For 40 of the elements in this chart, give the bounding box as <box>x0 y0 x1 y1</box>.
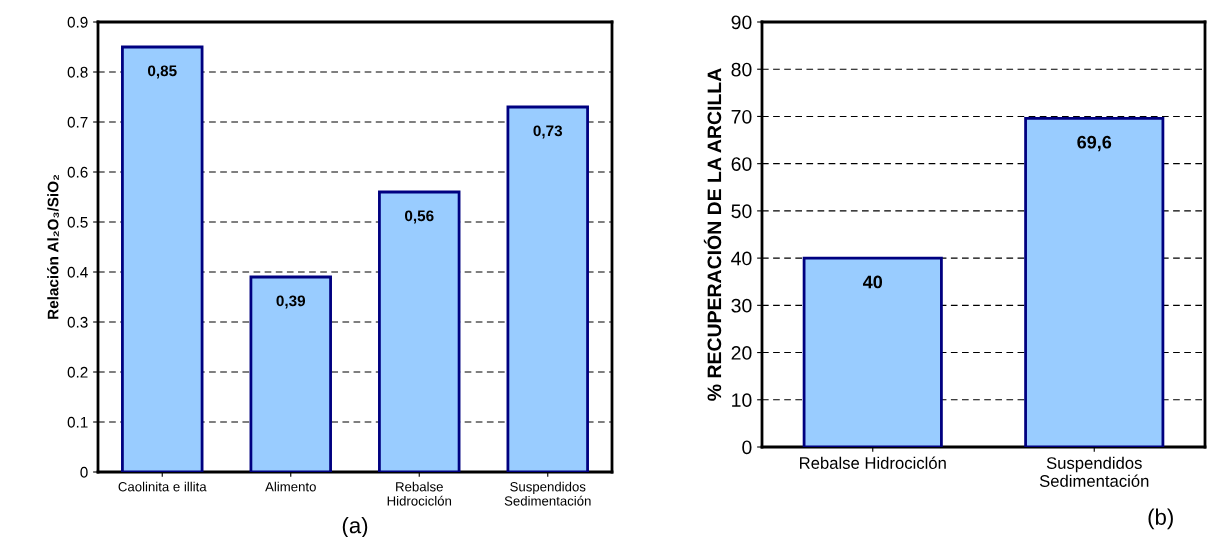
bar <box>506 105 589 472</box>
bar <box>121 45 204 472</box>
y-axis-title: % RECUPERACIÓN DE LA ARCILLA <box>703 68 722 401</box>
y-tick-label: 70 <box>731 109 752 124</box>
y-tick-label: 0 <box>80 466 88 478</box>
x-tick-label: Suspendidos Sedimentación <box>1039 456 1149 487</box>
y-tick-label: 0.1 <box>67 416 88 428</box>
y-tick-label: 10 <box>732 393 752 408</box>
y-tick-label: 80 <box>731 62 752 77</box>
data-label: 0,39 <box>276 295 306 309</box>
x-tick-label: Caolinita e illita <box>118 481 207 492</box>
y-tick-label: 30 <box>731 298 752 313</box>
x-tick-label: Alimento <box>265 481 316 492</box>
x-tick-label: Rebalse Hidrociclón <box>800 456 946 469</box>
data-label: 69,6 <box>1077 135 1112 152</box>
y-tick-label: 0.2 <box>67 366 88 378</box>
y-tick-label: 0.9 <box>67 16 88 28</box>
bar <box>249 275 332 472</box>
x-tick-label: Rebalse Hidrociclón <box>387 481 452 506</box>
data-label: 0,73 <box>533 125 563 139</box>
y-tick-label: 40 <box>731 251 752 266</box>
text: (b) <box>1148 508 1173 530</box>
y-tick-label: 0.6 <box>67 166 88 178</box>
y-tick-label: 0 <box>742 440 752 455</box>
bar <box>378 190 461 472</box>
data-label: 0,56 <box>404 210 434 224</box>
y-tick-label: 50 <box>731 204 752 219</box>
text: (a) <box>342 517 368 537</box>
data-label: 40 <box>862 275 883 289</box>
y-tick-label: 0.4 <box>67 266 88 278</box>
x-tick-label: Suspendidos Sedimentación <box>504 481 591 506</box>
y-tick-label: 0.8 <box>67 66 88 78</box>
y-tick-label: 0.7 <box>67 116 88 128</box>
y-tick-label: 0.3 <box>67 316 88 328</box>
y-tick-label: 90 <box>731 15 752 30</box>
y-axis-title: Relación Al₂O₃/SiO₂ <box>47 174 59 319</box>
data-label: 0,85 <box>147 65 177 79</box>
y-tick-label: 60 <box>731 157 752 171</box>
y-tick-label: 0.5 <box>67 216 88 228</box>
y-tick-label: 20 <box>731 346 752 360</box>
